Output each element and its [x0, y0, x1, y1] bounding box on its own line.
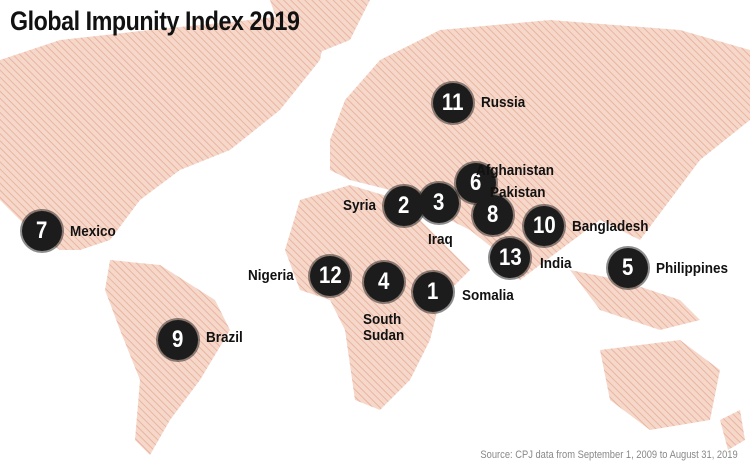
greenland	[270, 0, 370, 60]
rank: 8	[487, 201, 499, 228]
source-note: Source: CPJ data from September 1, 2009 …	[480, 449, 738, 461]
marker-philippines[interactable]: 5	[608, 248, 648, 288]
rank: 7	[36, 217, 48, 244]
label-india: India	[540, 255, 572, 272]
north-america	[0, 10, 330, 250]
rank: 10	[532, 212, 556, 239]
australia	[600, 340, 720, 430]
marker-india[interactable]: 13	[490, 238, 530, 278]
marker-iraq[interactable]: 3	[419, 183, 459, 223]
label-pakistan: Pakistan	[490, 184, 546, 201]
marker-syria[interactable]: 2	[384, 186, 424, 226]
marker-south-sudan[interactable]: 4	[364, 262, 404, 302]
marker-mexico[interactable]: 7	[22, 211, 62, 251]
marker-russia[interactable]: 11	[433, 83, 473, 123]
marker-pakistan[interactable]: 8	[473, 195, 513, 235]
rank: 4	[378, 268, 390, 295]
label-afghanistan: Afghanistan	[476, 162, 555, 179]
new-zealand	[720, 410, 745, 450]
marker-brazil[interactable]: 9	[158, 320, 198, 360]
rank: 9	[172, 326, 184, 353]
label-philippines: Philippines	[656, 260, 729, 277]
map-title: Global Impunity Index 2019	[10, 6, 300, 36]
label-mexico: Mexico	[70, 223, 116, 240]
rank: 6	[470, 169, 482, 196]
label-south-sudan: South Sudan	[363, 311, 405, 344]
marker-nigeria[interactable]: 12	[310, 256, 350, 296]
label-bangladesh: Bangladesh	[572, 218, 649, 235]
rank: 11	[442, 89, 464, 116]
label-somalia: Somalia	[462, 287, 514, 304]
label-russia: Russia	[481, 94, 526, 111]
marker-bangladesh[interactable]: 10	[524, 206, 564, 246]
marker-somalia[interactable]: 1	[413, 272, 453, 312]
rank: 3	[433, 189, 445, 216]
rank: 12	[318, 262, 342, 289]
rank: 1	[427, 278, 439, 305]
europe-asia	[330, 20, 750, 280]
label-iraq: Iraq	[428, 231, 453, 248]
southeast-asia	[570, 270, 700, 330]
rank: 2	[398, 192, 410, 219]
rank: 5	[622, 254, 634, 281]
label-nigeria: Nigeria	[248, 267, 294, 284]
rank: 13	[498, 244, 522, 271]
label-syria: Syria	[343, 197, 377, 214]
label-brazil: Brazil	[206, 329, 243, 346]
